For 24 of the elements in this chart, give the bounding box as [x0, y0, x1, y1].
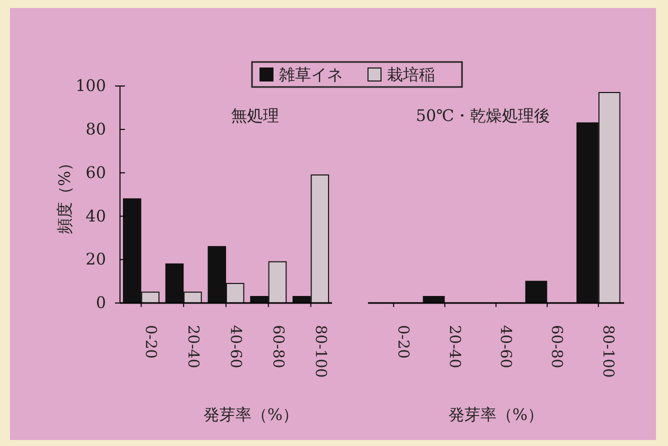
x-axis-title: 発芽率（%） — [448, 405, 544, 424]
x-tick-label: 80-100 — [312, 325, 330, 378]
bar — [525, 280, 548, 304]
x-tick-label: 40-60 — [497, 325, 515, 368]
x-tick-label: 20-40 — [446, 325, 464, 368]
y-axis-title: 頻度（%） — [55, 154, 74, 234]
y-tick-label: 40 — [86, 206, 106, 226]
x-tick-label: 80-100 — [599, 325, 618, 378]
text: 50℃・乾燥処理後 — [416, 106, 550, 125]
y-tick-label: 20 — [86, 250, 106, 269]
legend-label: 雑草イネ — [279, 65, 343, 84]
x-tick-label: 20-40 — [184, 325, 203, 368]
x-tick-label: 0-20 — [394, 325, 413, 359]
y-tick-label: 0 — [96, 293, 106, 312]
x-tick-label: 60-80 — [548, 325, 566, 368]
x-tick-label: 60-80 — [269, 325, 288, 368]
x-tick-label: 0-20 — [142, 325, 160, 359]
legend-label: 栽培稲 — [387, 65, 435, 84]
x-axis-title: 発芽率（%） — [203, 405, 299, 424]
y-tick-label: 100 — [75, 76, 106, 96]
x-tick-label: 40-60 — [227, 325, 245, 368]
text: 無処理 — [231, 106, 279, 125]
y-tick-label: 60 — [86, 162, 106, 182]
y-tick-label: 80 — [86, 120, 106, 139]
